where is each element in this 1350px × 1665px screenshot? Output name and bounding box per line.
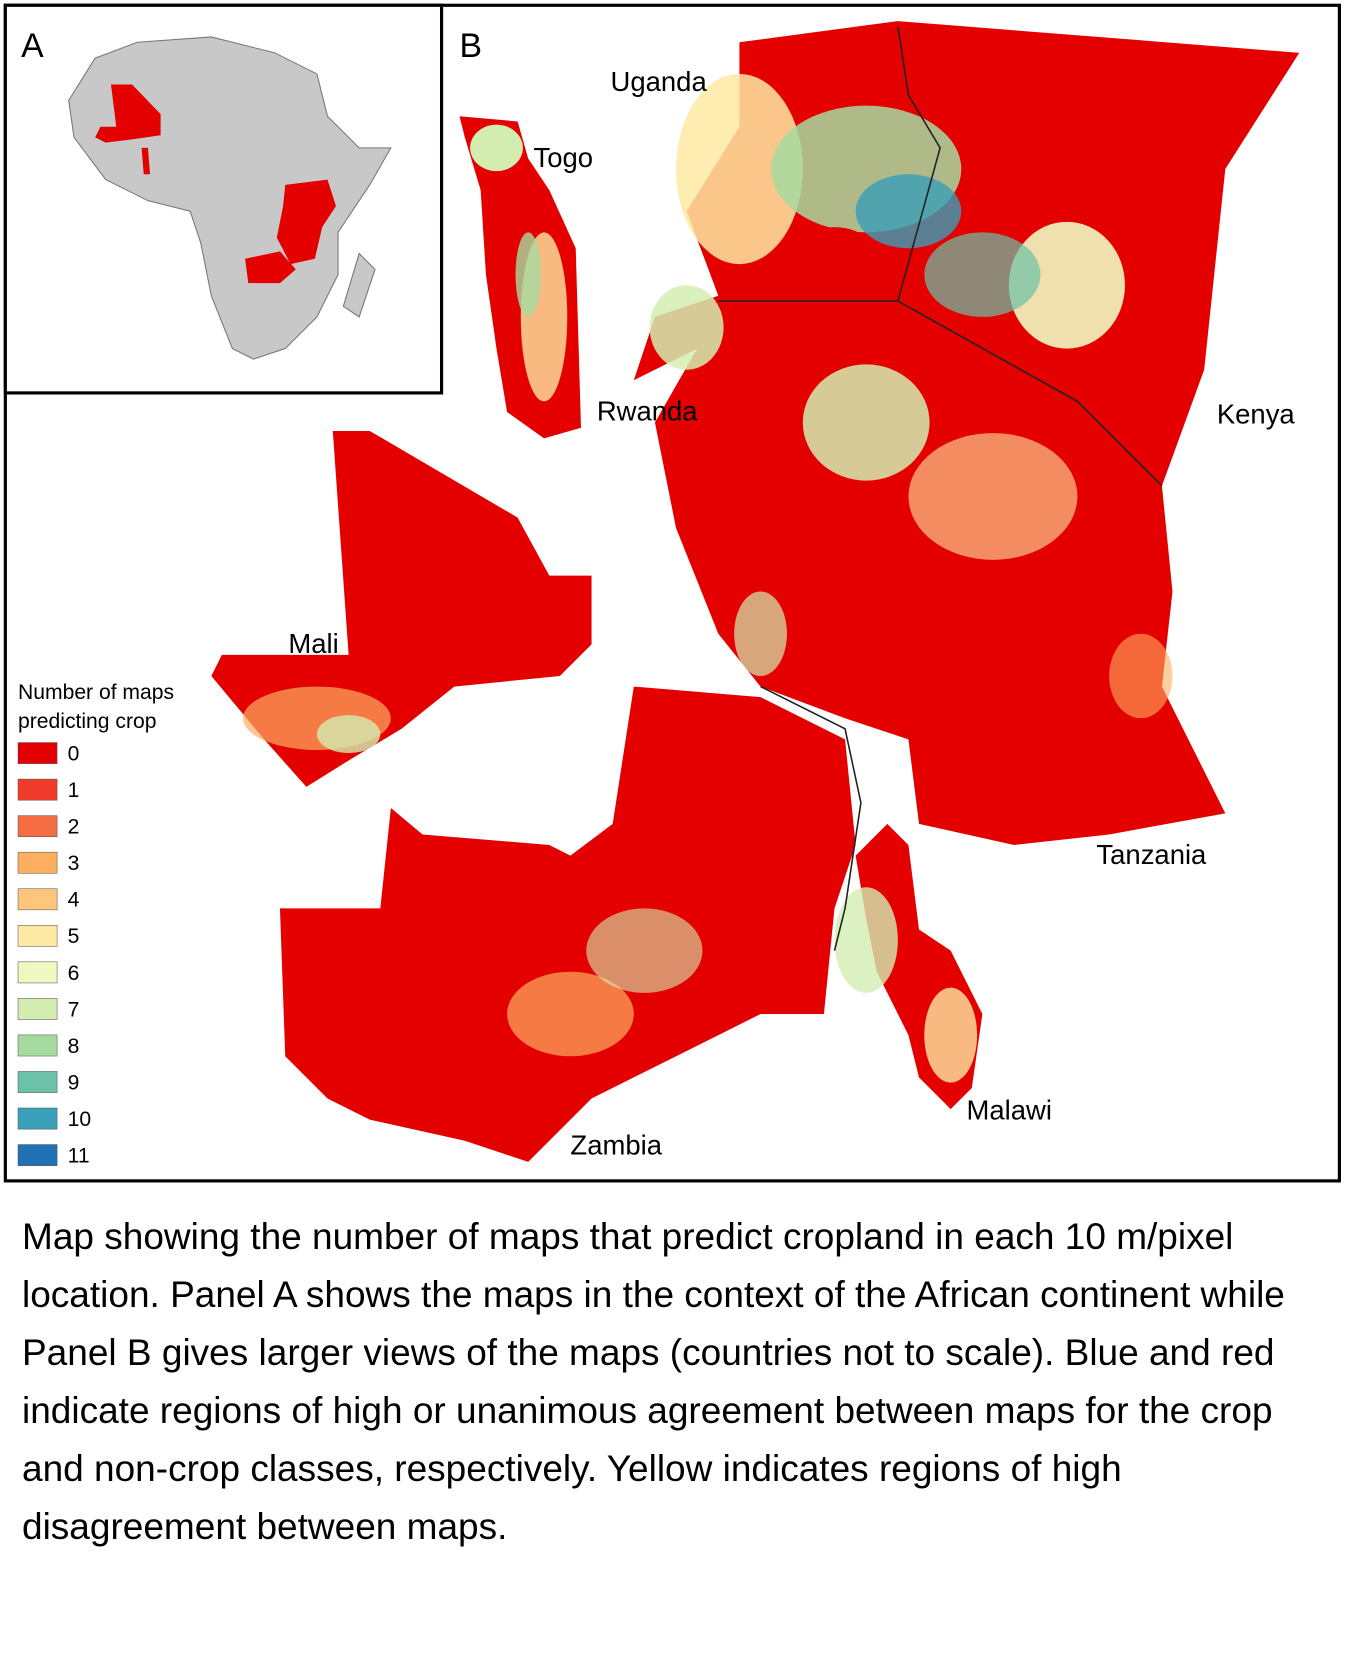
panel-b-map xyxy=(211,21,1300,1162)
patch xyxy=(908,433,1078,560)
legend-label: 9 xyxy=(68,1071,80,1094)
legend-label: 11 xyxy=(68,1145,90,1168)
legend-swatch xyxy=(17,742,58,764)
legend-label: 2 xyxy=(68,816,80,839)
legend-swatch xyxy=(17,815,58,838)
country-label: Togo xyxy=(533,142,593,173)
patch xyxy=(649,285,724,370)
legend-swatch xyxy=(17,851,58,874)
legend-label: 7 xyxy=(68,998,80,1021)
east-inset xyxy=(276,179,336,265)
patch xyxy=(781,227,888,323)
legend-label: 4 xyxy=(68,889,80,912)
madagascar-shape xyxy=(342,252,376,318)
panel-label: A xyxy=(21,27,44,65)
legend-label: 1 xyxy=(68,779,80,802)
legend-label: 10 xyxy=(68,1108,91,1131)
caption: Map showing the number of maps that pred… xyxy=(22,1216,1285,1547)
country-label: Tanzania xyxy=(1096,839,1207,870)
patch xyxy=(676,73,803,265)
zambia-inset xyxy=(245,251,296,284)
country-label: Malawi xyxy=(967,1095,1052,1126)
patch xyxy=(470,124,523,172)
legend-swatch xyxy=(17,778,58,801)
legend-swatch xyxy=(17,925,58,947)
legend-swatch xyxy=(17,1144,58,1166)
legend: Number of maps predicting crop 0 1 2 3 4 5 6 7 8 9 1… xyxy=(17,681,174,1168)
patch xyxy=(316,715,381,754)
border xyxy=(718,300,1163,487)
legend-title: Number of maps xyxy=(18,681,174,704)
legend-label: 3 xyxy=(68,852,80,875)
country-label: Kenya xyxy=(1217,399,1296,430)
border xyxy=(760,685,862,951)
africa-map xyxy=(68,36,392,360)
patch xyxy=(924,987,978,1083)
legend-swatch xyxy=(17,1071,58,1093)
legend-swatch xyxy=(17,961,58,984)
patch xyxy=(515,232,541,317)
border xyxy=(897,26,941,302)
legend-swatch xyxy=(17,888,58,911)
figure: A B Uganda Togo Rwanda Kenya Mali Tanzania Malaw… xyxy=(3,3,1341,1183)
country-label: Zambia xyxy=(570,1129,662,1160)
patch xyxy=(1109,633,1173,719)
legend-swatch xyxy=(17,1107,58,1130)
legend-swatch xyxy=(17,998,58,1020)
legend-title: predicting crop xyxy=(18,710,156,733)
mali-inset xyxy=(95,84,161,143)
patch xyxy=(834,887,898,993)
legend-label: 6 xyxy=(68,962,80,985)
country-label: Uganda xyxy=(611,66,708,97)
patch xyxy=(855,174,962,249)
legend-label: 5 xyxy=(68,925,80,948)
patch xyxy=(1008,221,1125,349)
patch xyxy=(924,232,1041,317)
togo-inset xyxy=(141,147,151,175)
legend-swatch xyxy=(17,1034,58,1057)
patch xyxy=(586,908,703,993)
legend-label: 0 xyxy=(68,743,80,766)
zambia-shape xyxy=(279,686,856,1162)
country-label: Rwanda xyxy=(597,395,698,426)
panel-label: B xyxy=(460,27,483,65)
legend-label: 8 xyxy=(68,1035,80,1058)
patch xyxy=(802,364,930,481)
country-label: Mali xyxy=(288,628,338,659)
patch xyxy=(507,971,634,1057)
labels: A B Uganda Togo Rwanda Kenya Mali Tanzania Malaw… xyxy=(21,27,1295,1160)
patch xyxy=(734,591,787,676)
